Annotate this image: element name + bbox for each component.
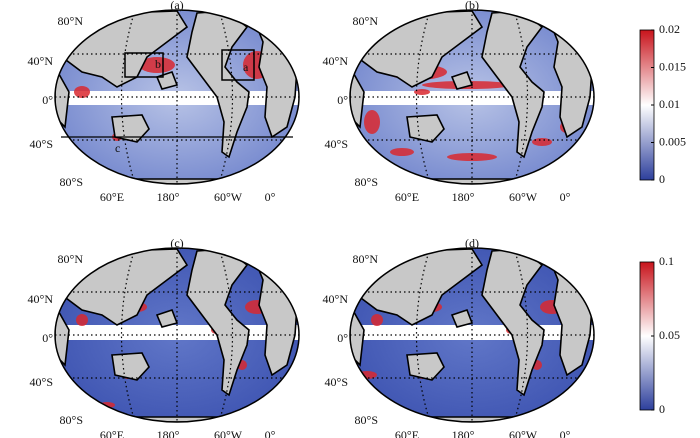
lon-label: 60°W [509,190,538,204]
region-label: c [115,141,120,155]
panel-label: (a) [170,0,183,12]
map-body [350,10,594,184]
colorbar-tick-label: 0.05 [659,328,680,342]
equator-band [55,91,299,105]
lon-label: 60°W [214,190,243,204]
lat-label: 40°N [323,54,349,68]
lat-label: 40°N [323,292,349,306]
colorbar-tick-label: 0.02 [659,22,680,36]
lat-label: 80°N [58,252,84,266]
equator-band [350,91,594,105]
land [155,308,179,328]
land [111,114,150,143]
map-panel [349,9,595,185]
lat-label: 80°N [58,14,84,28]
lon-label: 60°E [395,190,419,204]
land [350,301,365,367]
map-body [55,248,299,422]
equator-band [350,325,594,340]
lat-label: 40°S [30,137,53,151]
land [55,301,70,367]
lon-label: 0° [265,428,276,438]
lat-label: 40°S [325,375,348,389]
panel-label: (d) [465,236,479,250]
lon-label: 0° [560,190,571,204]
colorbar-tick-label: 0 [659,172,665,186]
map-border [349,247,595,423]
region-box [221,49,255,81]
land [450,70,474,90]
lat-label: 0° [337,331,348,345]
lat-label: 0° [42,93,53,107]
lat-label: 80°N [353,14,379,28]
high-value-area [532,138,552,146]
land [481,248,545,397]
map-panel [54,247,300,423]
high-value-area [364,110,380,134]
land [406,114,445,143]
land [350,63,365,129]
lat-label: 80°S [60,413,83,427]
lon-label: 60°E [395,428,419,438]
panel-label: (b) [465,0,479,12]
region-box [124,52,164,78]
colorbar-tick-label: 0.005 [659,134,686,148]
lat-label: 80°N [353,252,379,266]
lon-label: 60°E [100,428,124,438]
high-value-area [371,314,383,326]
lon-label: 180° [157,190,180,204]
lat-label: 40°N [28,54,54,68]
lat-label: 40°S [325,137,348,151]
lon-label: 0° [265,190,276,204]
lat-label: 40°S [30,375,53,389]
lat-label: 80°S [60,175,83,189]
lon-label: 60°W [214,428,243,438]
lat-label: 80°S [355,175,378,189]
land [406,352,445,381]
lat-label: 80°S [355,413,378,427]
high-value-area [414,89,430,95]
map-border [54,247,300,423]
map-body [55,10,299,184]
colorbar-tick-label: 0.01 [659,97,680,111]
colorbar-tick-label: 0.1 [659,254,674,268]
land [186,10,250,159]
region-label: a [243,60,249,74]
panel-label: (c) [170,236,183,250]
map-panel [349,247,595,423]
land [186,248,250,397]
lon-label: 180° [452,428,475,438]
lat-label: 0° [42,331,53,345]
land [55,63,70,129]
land [111,352,150,381]
high-value-area [139,57,175,73]
lon-label: 0° [560,428,571,438]
map-body [350,248,594,422]
map-border [54,9,300,185]
lon-label: 180° [157,428,180,438]
lat-label: 0° [337,93,348,107]
map-panel [54,9,300,185]
high-value-area [74,86,90,98]
land [481,10,545,159]
map-border [349,9,595,185]
lon-label: 60°E [100,190,124,204]
high-value-area [390,148,414,156]
lat-label: 40°N [28,292,54,306]
high-value-area [76,314,88,326]
lon-label: 60°W [509,428,538,438]
high-value-area [447,153,497,161]
colorbar-tick-label: 0 [659,402,665,416]
land [450,308,474,328]
region-label: b [155,57,161,71]
equator-band [55,325,299,340]
lon-label: 180° [452,190,475,204]
colorbar-tick-label: 0.015 [659,59,686,73]
